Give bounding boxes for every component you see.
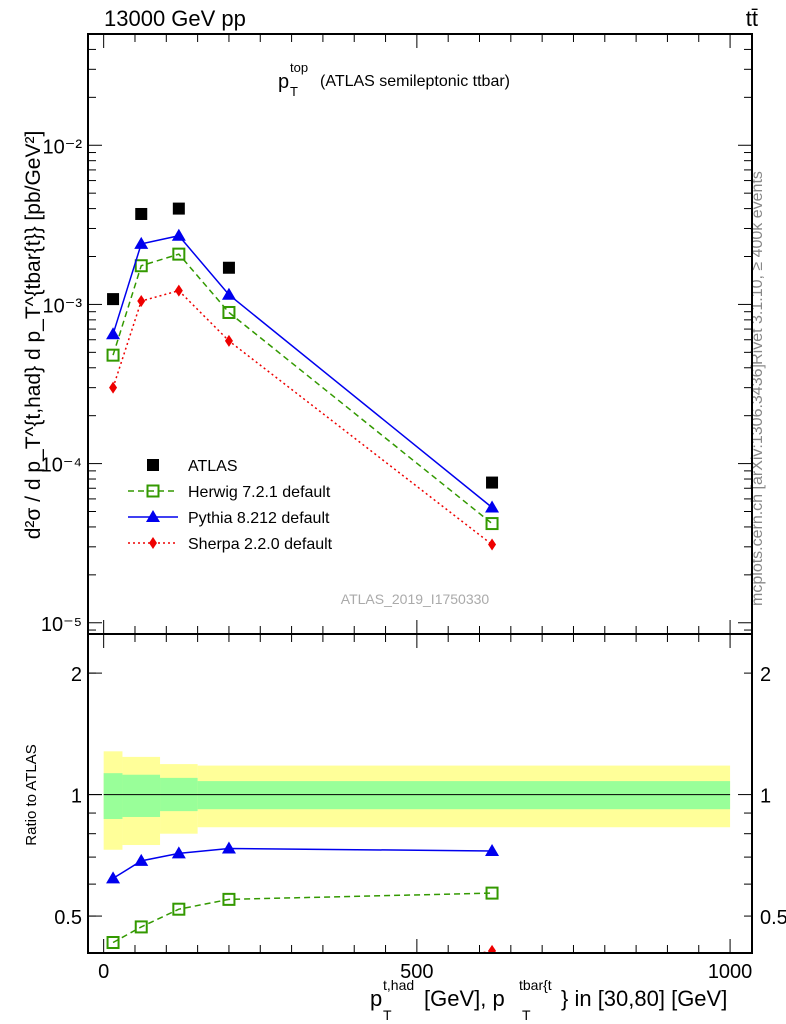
marker-diamond [224,334,233,347]
title-sup: top [290,60,308,75]
stat-uncertainty-band [122,774,161,817]
xlabel-sub2: T [522,1007,531,1023]
marker-open-square [106,348,120,362]
x-tick-label: 500 [400,961,433,983]
series-line [112,847,493,880]
marker-diamond [137,295,146,308]
y-tick-label: 10⁻³ [43,295,83,317]
ratio-bands [103,751,731,850]
marker-open-square [485,886,499,900]
marker-open-square [134,259,148,273]
y-tick-label-right: 1 [760,786,771,808]
site-label: mcplots.cern.ch [arXiv:1306.3436] [749,364,766,606]
y-tick-label: 0.5 [54,907,82,929]
legend-label: Pythia 8.212 default [188,510,330,527]
marker-open-square [134,920,148,934]
x-tick-label: 1000 [708,961,753,983]
marker-diamond [488,538,497,551]
marker-square [172,202,185,215]
marker-open-square [222,892,236,906]
xlabel-sup2: tbar{t [519,977,552,993]
analysis-watermark: ATLAS_2019_I1750330 [341,591,490,607]
marker-triangle [485,843,500,856]
marker-diamond [109,381,118,394]
series-line [112,289,493,546]
rivet-label: Rivet 3.1.10, ≥ 400k events [749,171,766,365]
title-sub: T [290,84,298,99]
y-axis-label: d²σ / d p_T^{t,had} d p_T^{tbar{t}} [pb/… [22,131,45,540]
marker-open-square [222,305,236,319]
marker-square [147,459,159,471]
y-tick-label: 2 [71,664,82,686]
xlabel-p1: p [370,986,382,1011]
series-line [112,892,493,944]
legend: ATLAS Herwig 7.2.1 default Pythia 8.212 de… [128,458,333,553]
process-label: tt̄ [746,6,758,31]
y-tick-label-right: 0.5 [760,907,786,929]
plot-frame [87,633,753,954]
marker-triangle [134,236,149,249]
marker-open-square [172,247,186,261]
ratio-y-axis-label: Ratio to ATLAS [23,744,40,845]
xlabel-p2: [GeV], p [424,986,505,1011]
marker-diamond [149,537,157,549]
y-tick-label: 10⁻⁴ [41,455,82,477]
title-rest: (ATLAS semileptonic ttbar) [320,73,510,90]
marker-triangle [171,228,186,241]
y-tick-label: 10⁻² [43,136,83,158]
marker-square [135,207,148,220]
x-tick-label: 0 [98,961,109,983]
marker-square [486,476,499,489]
marker-diamond [225,1000,233,1012]
y-tick-label: 1 [71,786,82,808]
marker-triangle [221,841,236,854]
marker-open-square [485,517,499,531]
marker-triangle [106,871,121,884]
series-line [112,253,493,525]
marker-triangle [106,327,121,340]
stat-uncertainty-band [103,773,123,819]
xlabel-sup1: t,had [383,977,414,993]
marker-triangle [171,846,186,859]
stat-uncertainty-band [197,781,731,810]
legend-label: Sherpa 2.2.0 default [188,536,333,553]
marker-square [107,293,120,306]
energy-label: 13000 GeV pp [104,6,246,31]
y-tick-label: 10⁻⁵ [41,614,82,636]
marker-square [222,261,235,274]
marker-diamond [174,284,183,297]
marker-diamond [488,944,497,953]
marker-triangle [221,287,236,300]
series-group-1 [106,841,500,1012]
marker-open-square [106,936,120,950]
marker-open-square [146,484,160,498]
legend-label: Herwig 7.2.1 default [188,484,331,501]
xlabel-rest: } in [30,80] [GeV] [561,986,727,1011]
title-p: p [278,71,289,93]
marker-triangle [485,500,500,513]
legend-label: ATLAS [188,458,238,475]
xlabel-sub1: T [383,1007,392,1023]
marker-triangle [134,853,149,866]
plot-title: p T top (ATLAS semileptonic ttbar) [278,60,510,99]
series-group-0 [106,202,500,551]
y-tick-label-right: 2 [760,664,771,686]
x-axis-label: p T t,had [GeV], p T tbar{t } in [30,80]… [370,977,727,1023]
marker-triangle [146,510,160,522]
marker-open-square [172,902,186,916]
